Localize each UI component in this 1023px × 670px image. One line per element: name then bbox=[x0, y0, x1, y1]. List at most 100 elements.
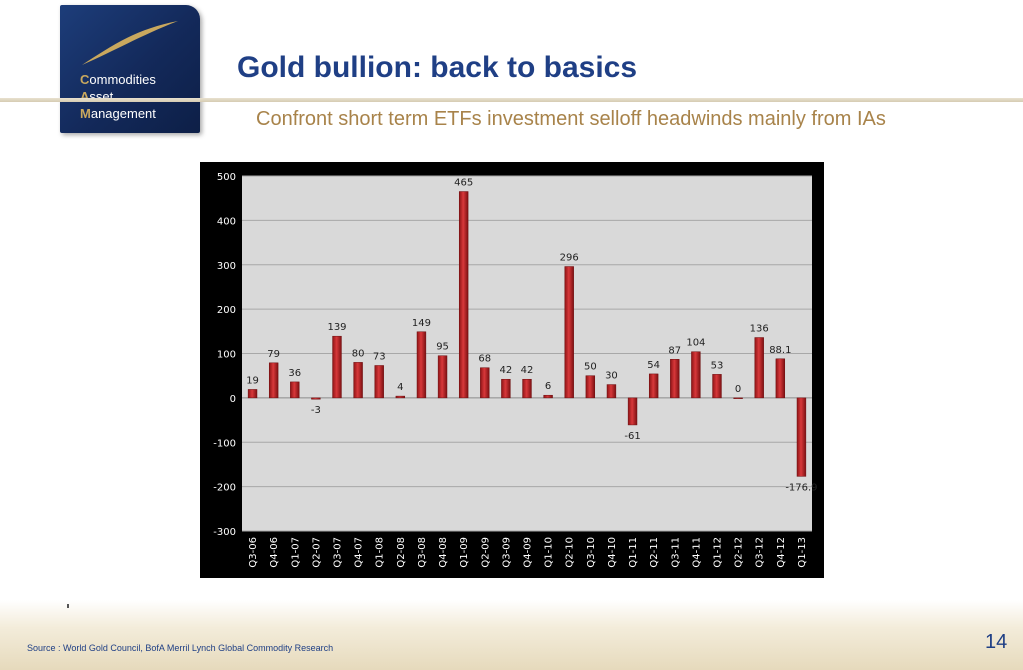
bar-q3-12 bbox=[754, 337, 764, 399]
data-label: 6 bbox=[545, 381, 551, 392]
y-tick-label: -100 bbox=[213, 438, 236, 449]
data-label: 88.1 bbox=[769, 345, 791, 356]
bar-q3-06 bbox=[247, 389, 258, 399]
bar-q1-09 bbox=[458, 191, 469, 399]
logo-line-management: Management bbox=[80, 106, 156, 121]
x-tick-label: Q3-06 bbox=[248, 537, 259, 568]
data-label: 104 bbox=[686, 338, 705, 349]
bar-q4-07 bbox=[353, 362, 363, 399]
x-tick-label: Q2-10 bbox=[565, 537, 576, 568]
data-label: 79 bbox=[267, 349, 280, 360]
bar-q1-10 bbox=[543, 394, 553, 399]
x-tick-label: Q3-12 bbox=[755, 537, 766, 568]
data-label: 68 bbox=[478, 354, 491, 365]
data-label: 19 bbox=[246, 375, 259, 386]
logo-line-asset: Asset bbox=[80, 89, 114, 104]
x-tick-label: Q2-07 bbox=[311, 537, 322, 568]
footer-band bbox=[0, 600, 1023, 670]
data-label: 54 bbox=[647, 360, 660, 371]
x-tick-label: Q2-09 bbox=[480, 537, 491, 568]
y-tick-label: 500 bbox=[217, 172, 236, 183]
bar-q2-11 bbox=[648, 373, 659, 399]
header-rule bbox=[0, 98, 1023, 102]
data-label: 139 bbox=[327, 322, 346, 333]
bar-q2-08 bbox=[395, 395, 406, 399]
data-label: 42 bbox=[500, 365, 513, 376]
x-tick-label: Q4-08 bbox=[438, 537, 449, 568]
x-tick-label: Q4-12 bbox=[776, 537, 787, 568]
data-label: 149 bbox=[412, 318, 431, 329]
bar-q4-11 bbox=[691, 351, 701, 399]
data-label: -3 bbox=[311, 405, 321, 416]
page-number: 14 bbox=[985, 631, 1008, 653]
x-tick-label: Q3-09 bbox=[501, 537, 512, 568]
data-label: 50 bbox=[584, 362, 597, 373]
bar-q2-10 bbox=[564, 266, 574, 399]
y-tick-label: 200 bbox=[217, 305, 236, 316]
data-label: 465 bbox=[454, 178, 473, 189]
x-tick-label: Q3-07 bbox=[333, 537, 344, 568]
x-tick-label: Q3-08 bbox=[417, 537, 428, 568]
x-tick-label: Q2-08 bbox=[396, 537, 407, 568]
x-tick-label: Q3-11 bbox=[670, 537, 681, 568]
bar-q3-09 bbox=[501, 378, 511, 399]
bar-q1-08 bbox=[374, 365, 384, 399]
x-tick-label: Q1-08 bbox=[375, 537, 386, 568]
data-label: 53 bbox=[711, 360, 724, 371]
y-tick-label: -200 bbox=[213, 483, 236, 494]
bar-q3-08 bbox=[416, 331, 427, 399]
y-tick-label: 400 bbox=[217, 216, 236, 227]
data-label: 42 bbox=[521, 365, 534, 376]
bar-q4-06 bbox=[268, 362, 279, 399]
y-tick-label: 100 bbox=[217, 350, 236, 361]
bar-q1-11 bbox=[627, 397, 638, 426]
bar-q1-13 bbox=[796, 397, 807, 477]
company-logo: Commodities Asset Management bbox=[60, 5, 200, 133]
source-note: Source : World Gold Council, BofA Merril… bbox=[27, 643, 334, 653]
x-tick-label: Q1-09 bbox=[459, 537, 470, 568]
data-label: 30 bbox=[605, 371, 618, 382]
x-tick-label: Q1-13 bbox=[797, 537, 808, 568]
x-tick-label: Q2-12 bbox=[734, 537, 745, 568]
bar-q3-10 bbox=[585, 375, 596, 399]
data-label: 95 bbox=[436, 342, 449, 353]
bar-q2-07 bbox=[311, 397, 321, 400]
logo-line-commodities: Commodities bbox=[80, 72, 156, 87]
data-label: 36 bbox=[288, 368, 301, 379]
x-tick-label: Q4-09 bbox=[523, 537, 534, 568]
bar-q1-07 bbox=[290, 381, 300, 399]
x-tick-label: Q3-10 bbox=[586, 537, 597, 568]
x-tick-label: Q2-11 bbox=[649, 537, 660, 568]
bar-q3-07 bbox=[332, 335, 342, 399]
data-label: 80 bbox=[352, 348, 365, 359]
data-label: 87 bbox=[668, 345, 681, 356]
x-tick-label: Q1-12 bbox=[713, 537, 724, 568]
x-tick-label: Q4-07 bbox=[354, 537, 365, 568]
slide-subtitle: Confront short term ETFs investment sell… bbox=[256, 108, 886, 130]
x-tick-label: Q1-07 bbox=[290, 537, 301, 568]
bar-chart: 19 79 36 -3 139 80 73 4 149 95 465 68 42 42 6 296 50 30 -6… bbox=[213, 172, 817, 568]
bar-q2-12 bbox=[733, 397, 743, 399]
gold-swoosh-icon bbox=[82, 21, 178, 65]
chart-container: 19 79 36 -3 139 80 73 4 149 95 465 68 42 42 6 296 50 30 -6… bbox=[200, 162, 824, 578]
footer-mark bbox=[67, 604, 69, 608]
bar-q4-10 bbox=[606, 384, 617, 399]
bar-q1-12 bbox=[712, 374, 722, 399]
x-tick-label: Q1-10 bbox=[544, 537, 555, 568]
data-label: 0 bbox=[735, 384, 741, 395]
bar-q4-12 bbox=[775, 358, 786, 399]
bar-q2-09 bbox=[480, 367, 490, 399]
data-label: -176.9 bbox=[785, 482, 817, 493]
logo-wordmark: Commodities Asset Management bbox=[80, 71, 156, 122]
y-tick-label: 300 bbox=[217, 261, 236, 272]
bar-q4-09 bbox=[522, 378, 532, 399]
data-label: 4 bbox=[397, 382, 403, 393]
y-tick-label: 0 bbox=[230, 394, 236, 405]
x-tick-label: Q4-11 bbox=[691, 537, 702, 568]
data-label: 73 bbox=[373, 351, 386, 362]
data-label: -61 bbox=[624, 431, 640, 442]
x-tick-label: Q1-11 bbox=[628, 537, 639, 568]
slide-title: Gold bullion: back to basics bbox=[237, 51, 638, 84]
data-label: 136 bbox=[750, 324, 769, 335]
bar-q4-08 bbox=[437, 355, 448, 399]
